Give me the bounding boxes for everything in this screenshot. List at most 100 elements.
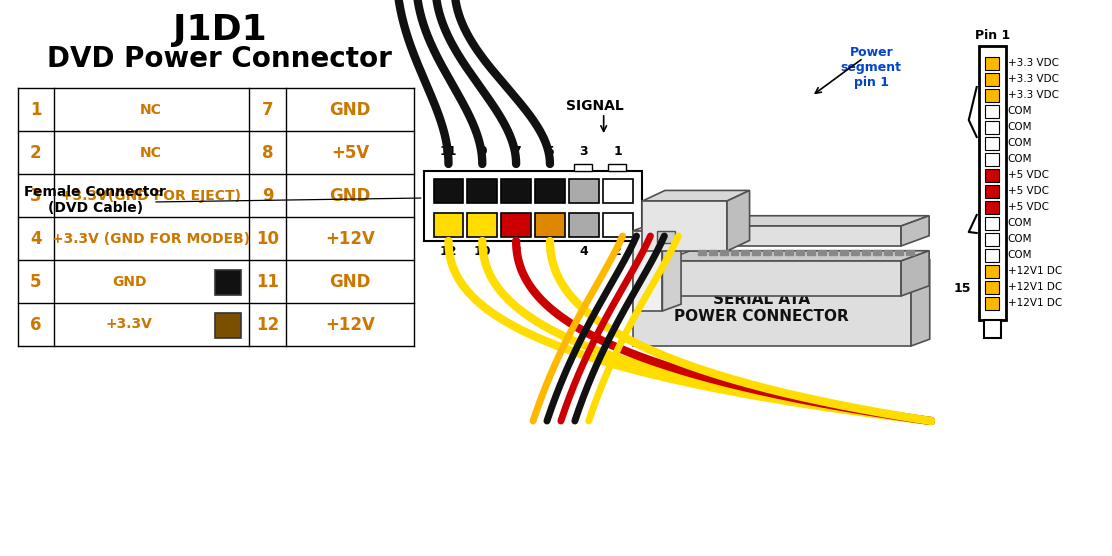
Text: DVD Power Connector: DVD Power Connector <box>47 45 393 73</box>
Bar <box>434 179 464 203</box>
Text: GND: GND <box>112 275 147 289</box>
Bar <box>574 164 592 171</box>
Bar <box>984 105 999 118</box>
Bar <box>607 164 626 171</box>
Text: SIGNAL: SIGNAL <box>566 99 624 113</box>
Polygon shape <box>663 261 901 296</box>
Text: 12: 12 <box>256 315 279 334</box>
Bar <box>502 213 532 237</box>
Bar <box>979 46 1005 320</box>
Bar <box>467 213 497 237</box>
Polygon shape <box>727 191 749 251</box>
Text: Pin 1: Pin 1 <box>974 29 1010 42</box>
Text: +12V1 DC: +12V1 DC <box>1007 266 1062 276</box>
Bar <box>569 179 598 203</box>
Bar <box>984 185 999 198</box>
Text: COM: COM <box>1007 106 1032 116</box>
Polygon shape <box>911 259 930 346</box>
Text: +3.3 VDC: +3.3 VDC <box>1007 58 1059 68</box>
Bar <box>984 169 999 182</box>
Text: 2: 2 <box>613 245 622 258</box>
Polygon shape <box>633 259 930 266</box>
Bar <box>862 250 870 255</box>
Polygon shape <box>663 224 681 311</box>
Bar <box>753 250 761 255</box>
Text: COM: COM <box>1007 234 1032 244</box>
Text: COM: COM <box>1007 250 1032 260</box>
Bar <box>774 250 782 255</box>
Bar <box>742 250 749 255</box>
Bar <box>905 250 914 255</box>
Text: 8: 8 <box>261 143 274 161</box>
Text: 2: 2 <box>30 143 41 161</box>
Polygon shape <box>633 231 663 311</box>
Bar <box>840 250 848 255</box>
Bar <box>424 171 643 241</box>
Bar <box>984 217 999 230</box>
Text: 10: 10 <box>256 230 279 247</box>
Polygon shape <box>663 216 930 226</box>
Text: 4: 4 <box>30 230 41 247</box>
Text: 5: 5 <box>30 272 41 290</box>
Text: +3.3 VDC: +3.3 VDC <box>1007 74 1059 84</box>
Text: COM: COM <box>1007 122 1032 132</box>
Text: Female Connector
(DVD Cable): Female Connector (DVD Cable) <box>24 185 167 215</box>
Polygon shape <box>901 216 930 246</box>
Bar <box>984 201 999 214</box>
Text: SERIAL ATA
POWER CONNECTOR: SERIAL ATA POWER CONNECTOR <box>675 292 850 324</box>
Bar <box>731 250 738 255</box>
Text: 1: 1 <box>30 101 41 118</box>
Text: +12V1 DC: +12V1 DC <box>1007 282 1062 292</box>
Bar <box>535 179 565 203</box>
Text: 4: 4 <box>579 245 588 258</box>
Text: GND: GND <box>329 101 370 118</box>
Text: COM: COM <box>1007 154 1032 164</box>
Bar <box>884 250 892 255</box>
Bar <box>215 312 240 337</box>
Text: J1D1: J1D1 <box>172 13 267 47</box>
Polygon shape <box>633 224 681 231</box>
Bar <box>984 233 999 246</box>
Text: Power
segment
pin 1: Power segment pin 1 <box>841 46 902 89</box>
Text: 11: 11 <box>439 145 457 158</box>
Bar <box>719 250 727 255</box>
Text: +5V: +5V <box>331 143 369 161</box>
Text: COM: COM <box>1007 218 1032 228</box>
Bar <box>984 153 999 166</box>
Polygon shape <box>643 191 749 201</box>
Text: 6: 6 <box>546 245 554 258</box>
Text: +3.3V: +3.3V <box>106 317 152 331</box>
Polygon shape <box>633 266 911 346</box>
Text: +3.3V(GND FOR EJECT): +3.3V(GND FOR EJECT) <box>61 188 241 202</box>
Polygon shape <box>663 251 930 261</box>
Polygon shape <box>643 201 727 251</box>
Bar <box>603 179 633 203</box>
Text: 7: 7 <box>261 101 274 118</box>
Text: +5 VDC: +5 VDC <box>1007 186 1049 196</box>
Bar <box>697 250 706 255</box>
Text: COM: COM <box>1007 138 1032 148</box>
Bar <box>502 179 532 203</box>
Polygon shape <box>901 251 930 296</box>
Bar <box>603 213 633 237</box>
Text: GND: GND <box>329 186 370 205</box>
Bar <box>785 250 793 255</box>
Bar <box>984 121 999 134</box>
Polygon shape <box>663 226 901 246</box>
Text: GND: GND <box>329 272 370 290</box>
Text: 3: 3 <box>30 186 41 205</box>
Bar <box>984 249 999 262</box>
Bar <box>984 320 1001 338</box>
Text: 1: 1 <box>613 145 622 158</box>
Text: +3.3 VDC: +3.3 VDC <box>1007 90 1059 100</box>
Text: 11: 11 <box>256 272 279 290</box>
Bar <box>984 57 999 70</box>
Bar <box>873 250 881 255</box>
Text: 5: 5 <box>546 145 554 158</box>
Bar <box>434 213 464 237</box>
Bar <box>215 270 240 295</box>
Bar <box>984 297 999 310</box>
Text: +12V1 DC: +12V1 DC <box>1007 298 1062 308</box>
Text: 8: 8 <box>512 245 520 258</box>
Bar <box>851 250 858 255</box>
